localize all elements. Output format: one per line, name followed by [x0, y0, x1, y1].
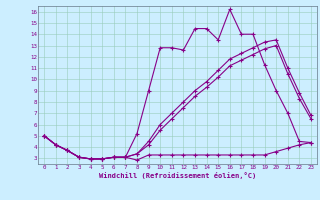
X-axis label: Windchill (Refroidissement éolien,°C): Windchill (Refroidissement éolien,°C): [99, 172, 256, 179]
